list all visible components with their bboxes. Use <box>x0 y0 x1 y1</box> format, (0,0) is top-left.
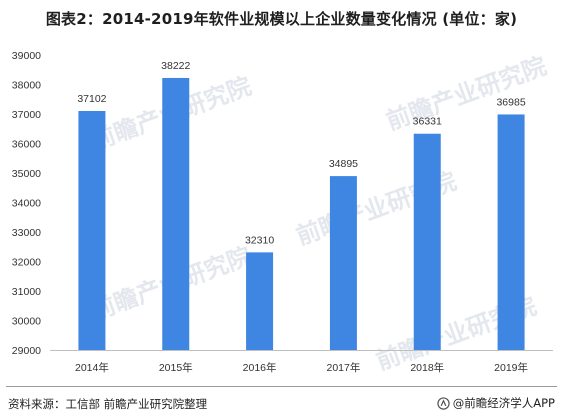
data-labels-group: 37102 38222 32310 34895 36331 36985 <box>77 60 526 246</box>
data-label: 34895 <box>329 158 358 170</box>
y-tick-label: 37000 <box>12 109 41 121</box>
x-tick-label: 2015年 <box>159 361 193 374</box>
x-axis: 2014年 2015年 2016年 2017年 2018年 2019年 <box>75 361 528 374</box>
data-label: 36985 <box>496 96 525 108</box>
y-tick-label: 38000 <box>12 80 41 92</box>
y-axis: 29000 30000 31000 32000 33000 34000 35000 36000… <box>12 50 41 357</box>
brand-label: @前瞻经济学人APP <box>452 396 555 410</box>
y-tick-label: 33000 <box>12 227 41 239</box>
data-label: 37102 <box>77 93 106 105</box>
y-tick-label: 31000 <box>12 286 41 298</box>
bar <box>162 77 190 351</box>
footer-divider <box>6 386 557 387</box>
y-tick-label: 34000 <box>12 198 41 210</box>
y-tick-label: 36000 <box>12 139 41 151</box>
bar-chart: 前瞻产业研究院前瞻产业研究院前瞻产业研究院前瞻产业研究院前瞻产业研究院 2900… <box>12 50 553 376</box>
footer: 资料来源：工信部 前瞻产业研究院整理 @前瞻经济学人APP <box>0 386 563 419</box>
watermark-layer: 前瞻产业研究院前瞻产业研究院前瞻产业研究院前瞻产业研究院前瞻产业研究院 <box>87 52 549 376</box>
y-tick-label: 35000 <box>12 168 41 180</box>
y-tick-label: 30000 <box>12 316 41 328</box>
brand-credit: @前瞻经济学人APP <box>437 395 555 411</box>
y-tick-label: 29000 <box>12 345 41 357</box>
x-tick-label: 2019年 <box>494 361 528 374</box>
bar <box>329 176 357 350</box>
brand-logo-icon <box>437 396 450 410</box>
bar <box>246 252 274 350</box>
x-tick-label: 2018年 <box>410 361 444 374</box>
y-tick-label: 39000 <box>12 50 41 62</box>
bars-group <box>78 77 525 351</box>
source-note: 资料来源：工信部 前瞻产业研究院整理 <box>8 397 208 411</box>
data-label: 38222 <box>161 60 190 72</box>
x-tick-label: 2014年 <box>75 361 109 374</box>
data-label: 32310 <box>245 234 274 246</box>
watermark-text: 前瞻产业研究院 <box>382 52 549 136</box>
y-tick-label: 32000 <box>12 257 41 269</box>
bar <box>78 110 106 350</box>
data-label: 36331 <box>413 116 442 128</box>
chart-title: 图表2：2014-2019年软件业规模以上企业数量变化情况 (单位：家) <box>45 10 518 28</box>
bar <box>497 114 525 350</box>
x-tick-label: 2017年 <box>326 361 360 374</box>
bar <box>413 133 441 350</box>
x-tick-label: 2016年 <box>243 361 277 374</box>
